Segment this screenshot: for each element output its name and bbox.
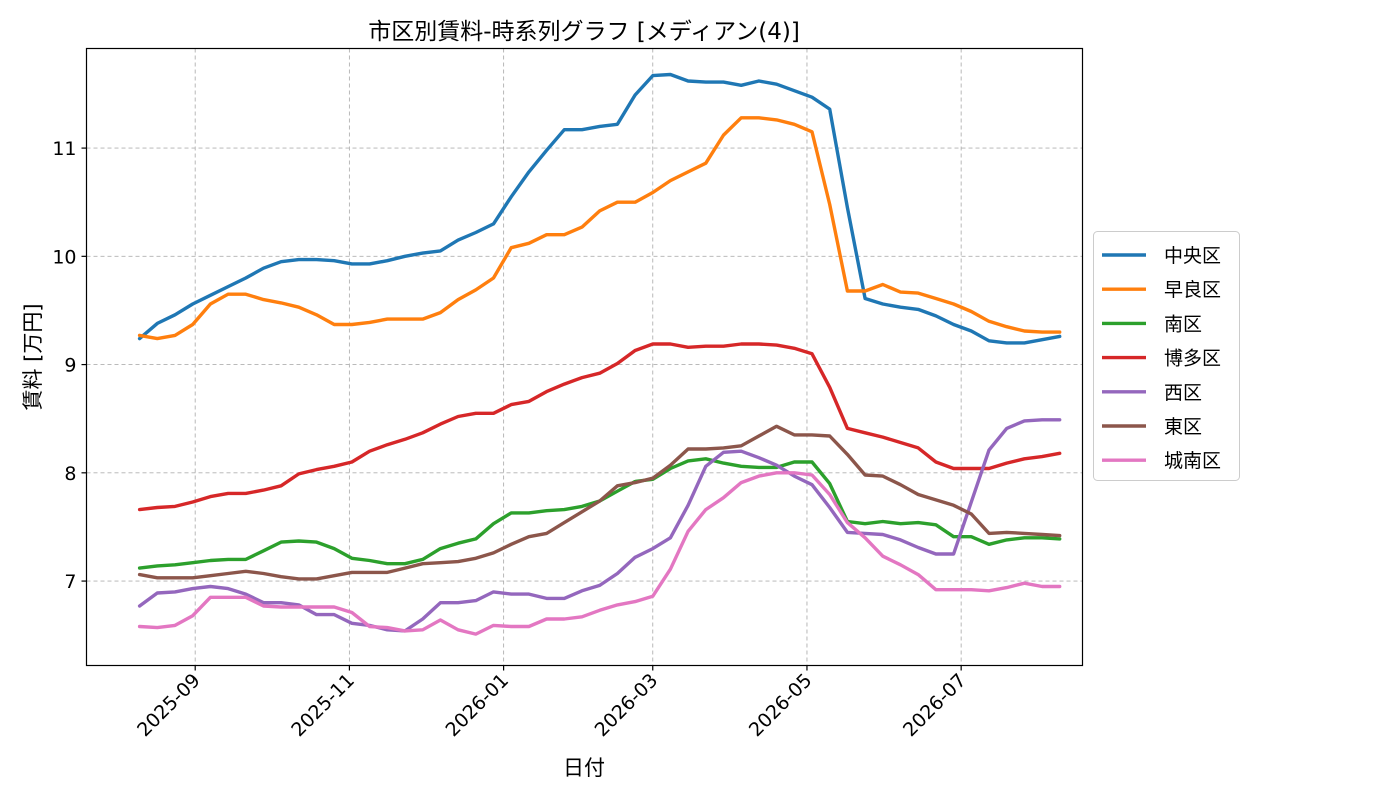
series-line-5 — [137, 424, 1062, 581]
y-axis-label: 賃料 [万円] — [21, 303, 45, 410]
chart-title: 市区別賃料-時系列グラフ [メディアン(4)] — [368, 19, 800, 45]
legend-entry-label: 早良区 — [1164, 279, 1221, 301]
legend-entry-label: 東区 — [1164, 416, 1202, 438]
legend-box — [1093, 231, 1240, 481]
series-lines — [137, 72, 1062, 636]
series-line-2 — [137, 457, 1062, 570]
series-line-1 — [137, 116, 1062, 341]
legend-entry-label: 博多区 — [1164, 348, 1221, 370]
y-tick-label: 9 — [64, 355, 76, 377]
series-line-0 — [137, 72, 1062, 345]
legend-entry-label: 中央区 — [1164, 245, 1221, 267]
x-tick-label: 2025-09 — [133, 669, 205, 741]
legend-entry-label: 城南区 — [1164, 450, 1221, 472]
x-tick-label: 2026-05 — [745, 669, 817, 741]
legend-entry-label: 西区 — [1164, 382, 1202, 404]
x-tick-label: 2026-07 — [899, 669, 971, 741]
y-tick-label: 10 — [52, 246, 76, 268]
y-tick-label: 7 — [64, 571, 76, 593]
plot-frame — [85, 47, 1084, 667]
y-tick-label: 8 — [64, 463, 76, 485]
y-tick-label: 11 — [52, 138, 76, 160]
series-line-4 — [137, 418, 1062, 633]
series-line-6 — [137, 471, 1062, 636]
x-tick-label: 2025-11 — [287, 669, 359, 741]
x-tick-label: 2026-03 — [591, 669, 663, 741]
x-tick-label: 2026-01 — [441, 669, 513, 741]
series-line-3 — [137, 342, 1062, 512]
x-axis-label: 日付 — [563, 756, 605, 780]
legend-entry-label: 南区 — [1164, 313, 1202, 335]
